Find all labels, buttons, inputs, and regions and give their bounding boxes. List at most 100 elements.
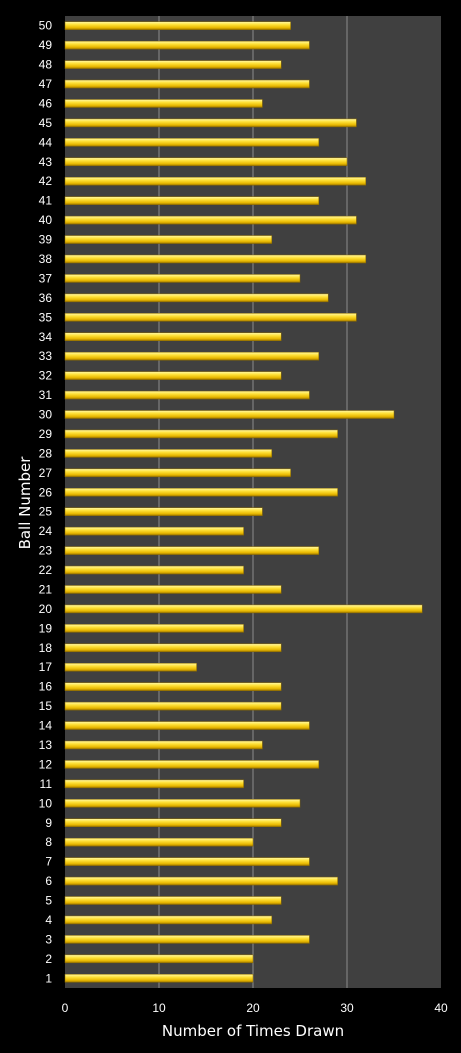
bar — [64, 118, 357, 128]
bar — [64, 99, 263, 108]
bar — [64, 488, 338, 497]
y-tick-label: 4 — [45, 913, 52, 927]
x-tick-label: 20 — [246, 1001, 260, 1015]
y-tick-label: 24 — [39, 524, 53, 538]
y-axis-title: Ball Number — [16, 456, 34, 550]
bar — [64, 604, 423, 614]
bar — [64, 974, 254, 983]
bar — [64, 196, 320, 205]
y-tick-label: 13 — [39, 738, 53, 752]
y-tick-label: 49 — [39, 38, 53, 52]
y-tick-label: 48 — [39, 58, 53, 72]
bar — [64, 293, 329, 303]
y-tick-label: 11 — [40, 777, 53, 791]
bar — [64, 760, 320, 769]
bar — [64, 21, 291, 30]
y-tick-label: 36 — [39, 291, 53, 305]
y-tick-label: 40 — [39, 213, 53, 227]
y-tick-label: 38 — [39, 252, 53, 266]
bar — [64, 779, 244, 789]
y-tick-label: 30 — [39, 408, 53, 422]
y-tick-label: 37 — [39, 271, 53, 285]
bar — [64, 837, 254, 847]
bar — [64, 876, 338, 886]
x-tick-label: 10 — [152, 1001, 166, 1015]
y-tick-label: 14 — [39, 719, 53, 733]
x-tick-label: 0 — [62, 1001, 69, 1015]
y-tick-label: 25 — [39, 505, 53, 519]
y-tick-label: 17 — [39, 660, 53, 674]
bar — [64, 274, 301, 283]
y-tick-label: 34 — [39, 330, 53, 344]
y-tick-label: 21 — [39, 582, 53, 596]
bar — [64, 176, 367, 186]
bar — [64, 935, 310, 944]
bar — [64, 526, 244, 536]
y-tick-label: 20 — [39, 602, 53, 616]
y-tick-label: 39 — [39, 233, 53, 247]
y-tick-label: 44 — [39, 135, 53, 149]
y-tick-label: 27 — [39, 466, 53, 480]
bars — [64, 21, 423, 983]
y-tick-label: 6 — [45, 874, 52, 888]
bar — [64, 565, 244, 575]
bar — [64, 721, 310, 730]
bar — [64, 351, 320, 361]
y-tick-label: 16 — [39, 680, 53, 694]
bar — [64, 507, 263, 516]
y-tick-label: 43 — [39, 155, 53, 169]
bar — [64, 468, 291, 478]
x-tick-label: 30 — [340, 1001, 354, 1015]
bar — [64, 740, 263, 750]
bar — [64, 138, 320, 147]
y-tick-label: 5 — [45, 894, 52, 908]
y-tick-label: 32 — [39, 369, 53, 383]
y-tick-label: 23 — [39, 544, 53, 558]
bar — [64, 662, 197, 672]
bar — [64, 818, 282, 828]
bar — [64, 643, 282, 653]
y-tick-label: 26 — [39, 485, 53, 499]
y-tick-label: 18 — [39, 641, 53, 655]
y-tick-label: 2 — [45, 952, 52, 966]
bar — [64, 915, 273, 925]
bar — [64, 701, 282, 711]
bar — [64, 332, 282, 342]
y-tick-label: 47 — [39, 77, 53, 91]
x-tick-labels: 0 10 20 30 40 — [62, 1001, 448, 1015]
y-tick-label: 22 — [39, 563, 53, 577]
bar — [64, 410, 395, 419]
y-tick-label: 12 — [39, 757, 53, 771]
y-tick-label: 33 — [39, 349, 53, 363]
bar — [64, 546, 320, 555]
bar — [64, 254, 367, 264]
y-tick-label: 8 — [45, 835, 52, 849]
bar — [64, 215, 357, 225]
bar — [64, 857, 310, 866]
bar — [64, 40, 310, 50]
x-axis-title: Number of Times Drawn — [162, 1022, 344, 1040]
y-tick-label: 45 — [39, 116, 53, 130]
bar — [64, 235, 273, 244]
y-tick-label: 41 — [39, 194, 53, 208]
y-tick-label: 35 — [39, 310, 53, 324]
y-tick-label: 15 — [39, 699, 53, 713]
bar — [64, 157, 348, 167]
bar — [64, 449, 273, 458]
y-tick-label: 1 — [45, 971, 52, 985]
bar — [64, 624, 244, 633]
y-tick-label: 28 — [39, 446, 53, 460]
y-tick-label: 7 — [45, 855, 52, 869]
bar — [64, 60, 282, 69]
bar — [64, 896, 282, 905]
y-tick-label: 42 — [39, 174, 53, 188]
y-tick-labels: 1234567891011121314151617181920212223242… — [39, 19, 53, 986]
bar — [64, 954, 254, 964]
y-tick-label: 3 — [45, 932, 52, 946]
y-tick-label: 31 — [39, 388, 53, 402]
bar — [64, 390, 310, 400]
bar — [64, 313, 357, 322]
y-tick-label: 46 — [39, 96, 53, 110]
y-tick-label: 19 — [39, 621, 53, 635]
